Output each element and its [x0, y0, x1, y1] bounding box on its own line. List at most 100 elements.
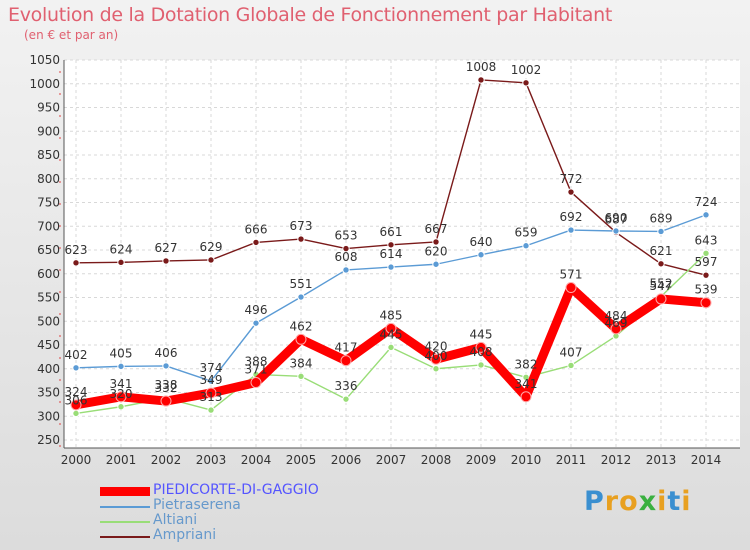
data-label: 336 — [335, 379, 358, 393]
data-label: 659 — [515, 226, 538, 240]
data-label: 417 — [335, 341, 358, 355]
x-tick-label: 2005 — [286, 453, 317, 467]
data-point — [432, 365, 440, 373]
data-point — [477, 251, 485, 259]
data-point — [72, 364, 80, 372]
data-label: 445 — [380, 327, 403, 341]
data-label: 407 — [560, 345, 583, 359]
data-point — [702, 211, 710, 219]
data-label: 692 — [560, 210, 583, 224]
data-point — [432, 260, 440, 268]
x-tick-label: 2006 — [331, 453, 362, 467]
x-tick-label: 2010 — [511, 453, 542, 467]
data-label: 313 — [200, 390, 223, 404]
data-label: 623 — [65, 243, 88, 257]
legend-label: PIEDICORTE-DI-GAGGIO — [153, 482, 319, 498]
data-label: 629 — [200, 240, 223, 254]
data-point — [432, 238, 440, 246]
data-point — [70, 399, 82, 411]
y-tick-label: 600 — [37, 267, 60, 281]
y-tick-label: 900 — [37, 124, 60, 138]
data-point — [567, 226, 575, 234]
data-point — [72, 259, 80, 267]
data-label: 597 — [695, 255, 718, 269]
y-tick-label: 450 — [37, 338, 60, 352]
y-tick-label: 350 — [37, 386, 60, 400]
y-tick-label: 1000 — [29, 77, 60, 91]
series-layer — [70, 76, 712, 418]
data-labels: 324 341 332 349 371 462 417 485 420 445 341 571 484 5… — [65, 60, 718, 407]
data-label: 614 — [380, 247, 403, 261]
legend-swatch — [100, 487, 150, 496]
data-point — [387, 241, 395, 249]
data-label: 690 — [605, 211, 628, 225]
data-point — [522, 242, 530, 250]
data-label: 643 — [695, 233, 718, 247]
legend-label: Altiani — [153, 512, 198, 528]
legend-label: Pietraserena — [153, 497, 241, 513]
data-label: 627 — [155, 241, 178, 255]
data-label: 667 — [425, 222, 448, 236]
data-point — [342, 266, 350, 274]
x-tick-label: 2003 — [196, 453, 227, 467]
data-label: 406 — [155, 346, 178, 360]
data-label: 332 — [155, 381, 178, 395]
data-label: 687 — [605, 212, 628, 226]
y-tick-label: 800 — [37, 172, 60, 186]
y-tick-label: 750 — [37, 196, 60, 210]
x-tick-label: 2014 — [691, 453, 722, 467]
y-tick-label: 700 — [37, 219, 60, 233]
data-point — [297, 293, 305, 301]
data-label: 484 — [605, 309, 628, 323]
data-point — [72, 409, 80, 418]
data-point — [430, 353, 442, 365]
logo-letter: P — [584, 486, 605, 517]
data-label: 539 — [695, 283, 718, 297]
data-point — [207, 377, 215, 385]
data-label: 608 — [335, 250, 358, 264]
data-label: 496 — [245, 303, 268, 317]
data-point — [567, 188, 575, 196]
data-point — [297, 372, 305, 381]
data-label: 666 — [245, 222, 268, 236]
data-label: 673 — [290, 219, 313, 233]
data-label: 320 — [110, 387, 133, 401]
data-label: 388 — [245, 354, 268, 368]
data-point — [160, 395, 172, 407]
data-label: 551 — [290, 277, 313, 291]
chart-title: Evolution de la Dotation Globale de Fonc… — [8, 4, 613, 26]
data-label: 547 — [650, 279, 673, 293]
x-tick-label: 2004 — [241, 453, 272, 467]
y-tick-label: 300 — [37, 409, 60, 423]
data-label: 640 — [470, 235, 493, 249]
data-label: 462 — [290, 319, 313, 333]
data-label: 624 — [110, 242, 133, 256]
data-label: 469 — [605, 316, 628, 330]
proxiti-logo: Proxiti — [584, 486, 692, 517]
data-point — [205, 387, 217, 399]
data-label: 1008 — [466, 60, 497, 74]
x-tick-label: 2012 — [601, 453, 632, 467]
data-label: 724 — [695, 195, 718, 209]
logo-letter: t — [667, 486, 682, 517]
x-tick-label: 2007 — [376, 453, 407, 467]
data-label: 306 — [65, 393, 88, 407]
logo-letter: o — [619, 486, 639, 517]
x-tick-label: 2002 — [151, 453, 182, 467]
data-label: 402 — [65, 348, 88, 362]
x-tick-label: 2011 — [556, 453, 587, 467]
legend-swatch — [100, 521, 150, 523]
x-tick-label: 2009 — [466, 453, 497, 467]
x-tick-label: 2000 — [61, 453, 92, 467]
y-tick-label: 1050 — [29, 53, 60, 67]
data-point — [387, 263, 395, 271]
data-point — [610, 323, 622, 335]
data-point — [702, 271, 710, 279]
data-point — [657, 227, 665, 236]
data-point — [520, 391, 532, 403]
logo-letter: x — [638, 486, 658, 517]
legend-item: Pietraserena — [100, 497, 400, 513]
data-point — [385, 322, 397, 334]
data-point — [342, 244, 350, 253]
legend-swatch — [100, 536, 150, 538]
